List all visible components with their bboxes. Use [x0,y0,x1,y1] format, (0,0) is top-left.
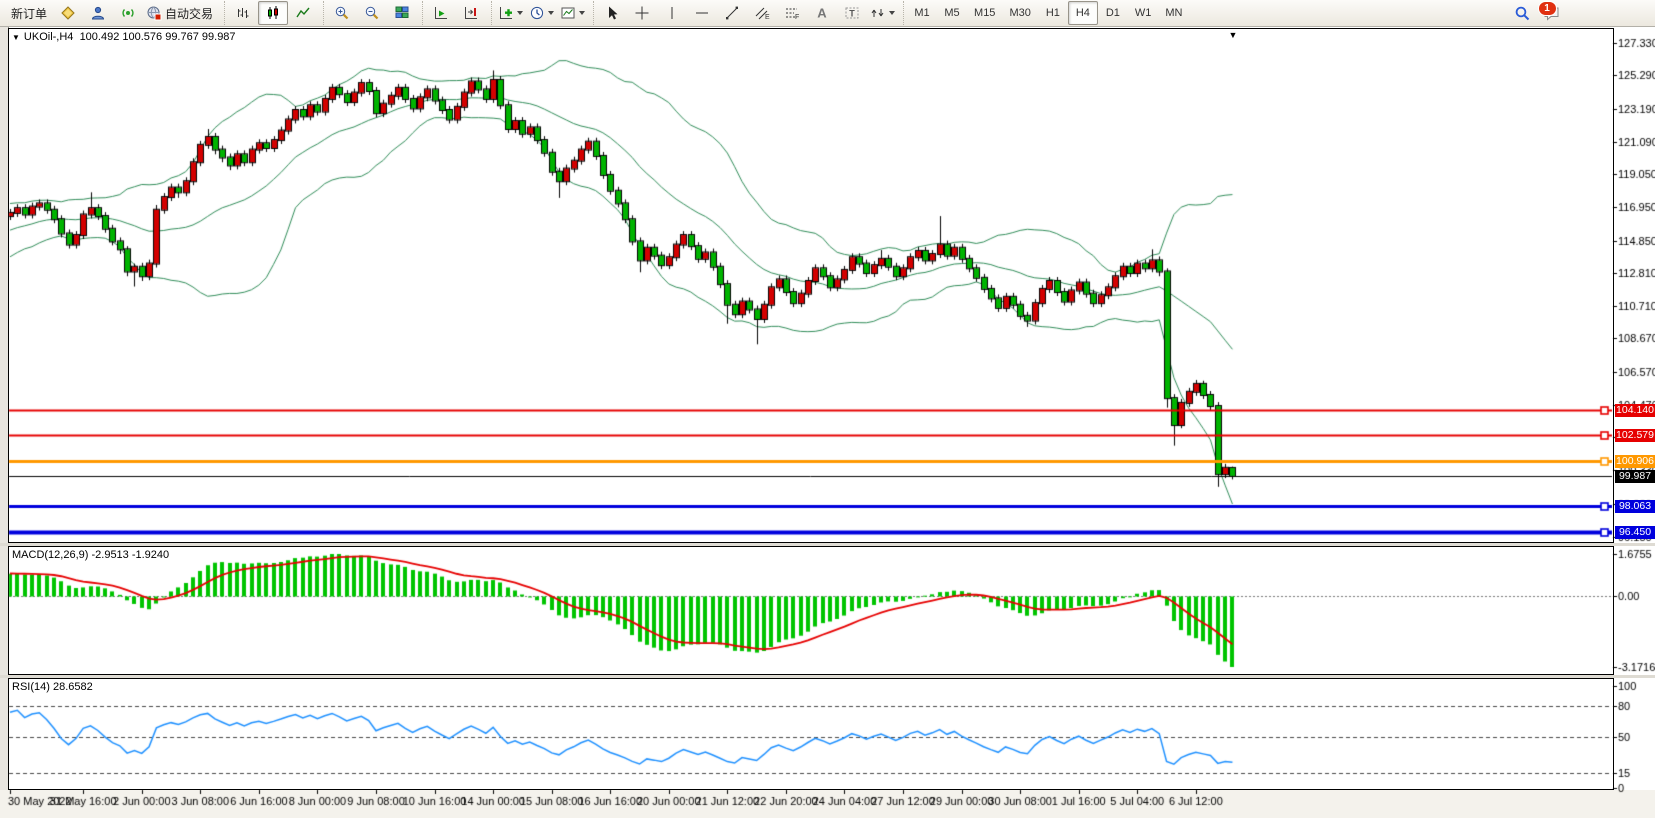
svg-text:A: A [817,6,827,21]
crosshair-tool-button[interactable] [627,1,657,25]
templates-button[interactable] [557,1,588,25]
svg-text:E: E [765,14,770,21]
auto-scroll-button[interactable] [426,1,456,25]
timeframe-mn-button[interactable]: MN [1165,7,1183,19]
auto-trading-button[interactable]: 自动交易 [143,1,219,25]
main-toolbar: 新订单 自动交易 [0,0,1655,27]
timeframe-m30-button[interactable]: M30 [1009,7,1031,19]
text-label-button[interactable]: T [837,1,867,25]
price-tag-104.140[interactable]: 104.140 [1615,404,1655,417]
templates-dropdown-icon[interactable] [579,11,586,15]
vertical-line-button[interactable] [657,1,687,25]
timeframe-d1-button[interactable]: D1 [1105,7,1120,19]
signals-icon[interactable] [113,1,143,25]
timeframe-h1-button[interactable]: H1 [1045,7,1060,19]
horizontal-line-button[interactable] [687,1,717,25]
search-icon[interactable] [1507,1,1537,25]
trendline-button[interactable] [717,1,747,25]
chart-type-group [224,1,321,25]
scroll-group [422,1,489,25]
equidistant-channel-button[interactable]: E [747,1,777,25]
objects-group [491,1,591,25]
arrows-tool-button[interactable] [867,1,898,25]
cursor-tool-button[interactable] [597,1,627,25]
indicators-dropdown-icon[interactable] [517,11,524,15]
timeframe-m5-button[interactable]: M5 [944,7,960,19]
new-order-label: 新订单 [11,6,48,21]
chart-symbol-label: UKOil-,H4 [23,31,74,43]
drawing-tools-group: E F A T [593,1,901,25]
periods-dropdown-icon[interactable] [548,11,555,15]
rsi-value: 28.6582 [52,681,93,693]
profile-icon[interactable] [83,1,113,25]
chart-ohlc-readout: 100.492 100.576 99.767 99.987 [79,31,236,43]
zoom-in-button[interactable] [327,1,357,25]
periods-clock-button[interactable] [526,1,557,25]
fibonacci-button[interactable]: F [777,1,807,25]
pane-splitter-macd[interactable] [0,543,1655,546]
chat-notification-badge[interactable]: 1 [1537,1,1557,16]
symbol-dropdown-icon[interactable]: ▼ [12,33,20,42]
price-tag-102.579[interactable]: 102.579 [1615,429,1655,442]
zoom-group [323,1,420,25]
price-tag-96.450[interactable]: 96.450 [1615,526,1655,539]
timeframe-m1-button[interactable]: M1 [914,7,930,19]
macd-values: -2.9513 -1.9240 [91,549,170,561]
svg-text:F: F [795,14,799,21]
price-tag-100.906[interactable]: 100.906 [1615,455,1655,468]
timeframe-w1-button[interactable]: W1 [1134,7,1152,19]
svg-text:T: T [849,9,855,19]
text-tool-button[interactable]: A [807,1,837,25]
chart-shift-button[interactable] [456,1,486,25]
rsi-label: RSI(14) 28.6582 [12,681,93,693]
funds-icon[interactable] [53,1,83,25]
current-bar-marker-icon: ▼ [1228,30,1238,40]
chart-canvas[interactable] [0,26,1655,818]
tile-windows-button[interactable] [387,1,417,25]
timeframe-h4-button[interactable]: H4 [1067,1,1098,25]
toolbar-right-group: 1 [1507,1,1655,25]
line-chart-button[interactable] [288,1,318,25]
chart-title: ▼ UKOil-,H4 100.492 100.576 99.767 99.987 [12,31,236,43]
indicators-button[interactable] [495,1,526,25]
arrows-dropdown-icon[interactable] [889,11,896,15]
timeframe-group: M1 M5 M15 M30 H1 H4 D1 W1 MN [903,1,1192,25]
candlestick-chart-button[interactable] [258,1,289,25]
price-tag-99.987[interactable]: 99.987 [1615,470,1655,483]
trade-group: 新订单 自动交易 [2,1,222,25]
bar-chart-button[interactable] [228,1,258,25]
pane-splitter-rsi[interactable] [0,675,1655,678]
macd-label: MACD(12,26,9) -2.9513 -1.9240 [12,549,170,561]
price-tag-98.063[interactable]: 98.063 [1615,500,1655,513]
timeframe-m15-button[interactable]: M15 [974,7,996,19]
chat-icon[interactable]: 1 [1537,1,1567,25]
zoom-out-button[interactable] [357,1,387,25]
auto-trading-label: 自动交易 [165,6,214,21]
new-order-button[interactable]: 新订单 [5,1,53,25]
